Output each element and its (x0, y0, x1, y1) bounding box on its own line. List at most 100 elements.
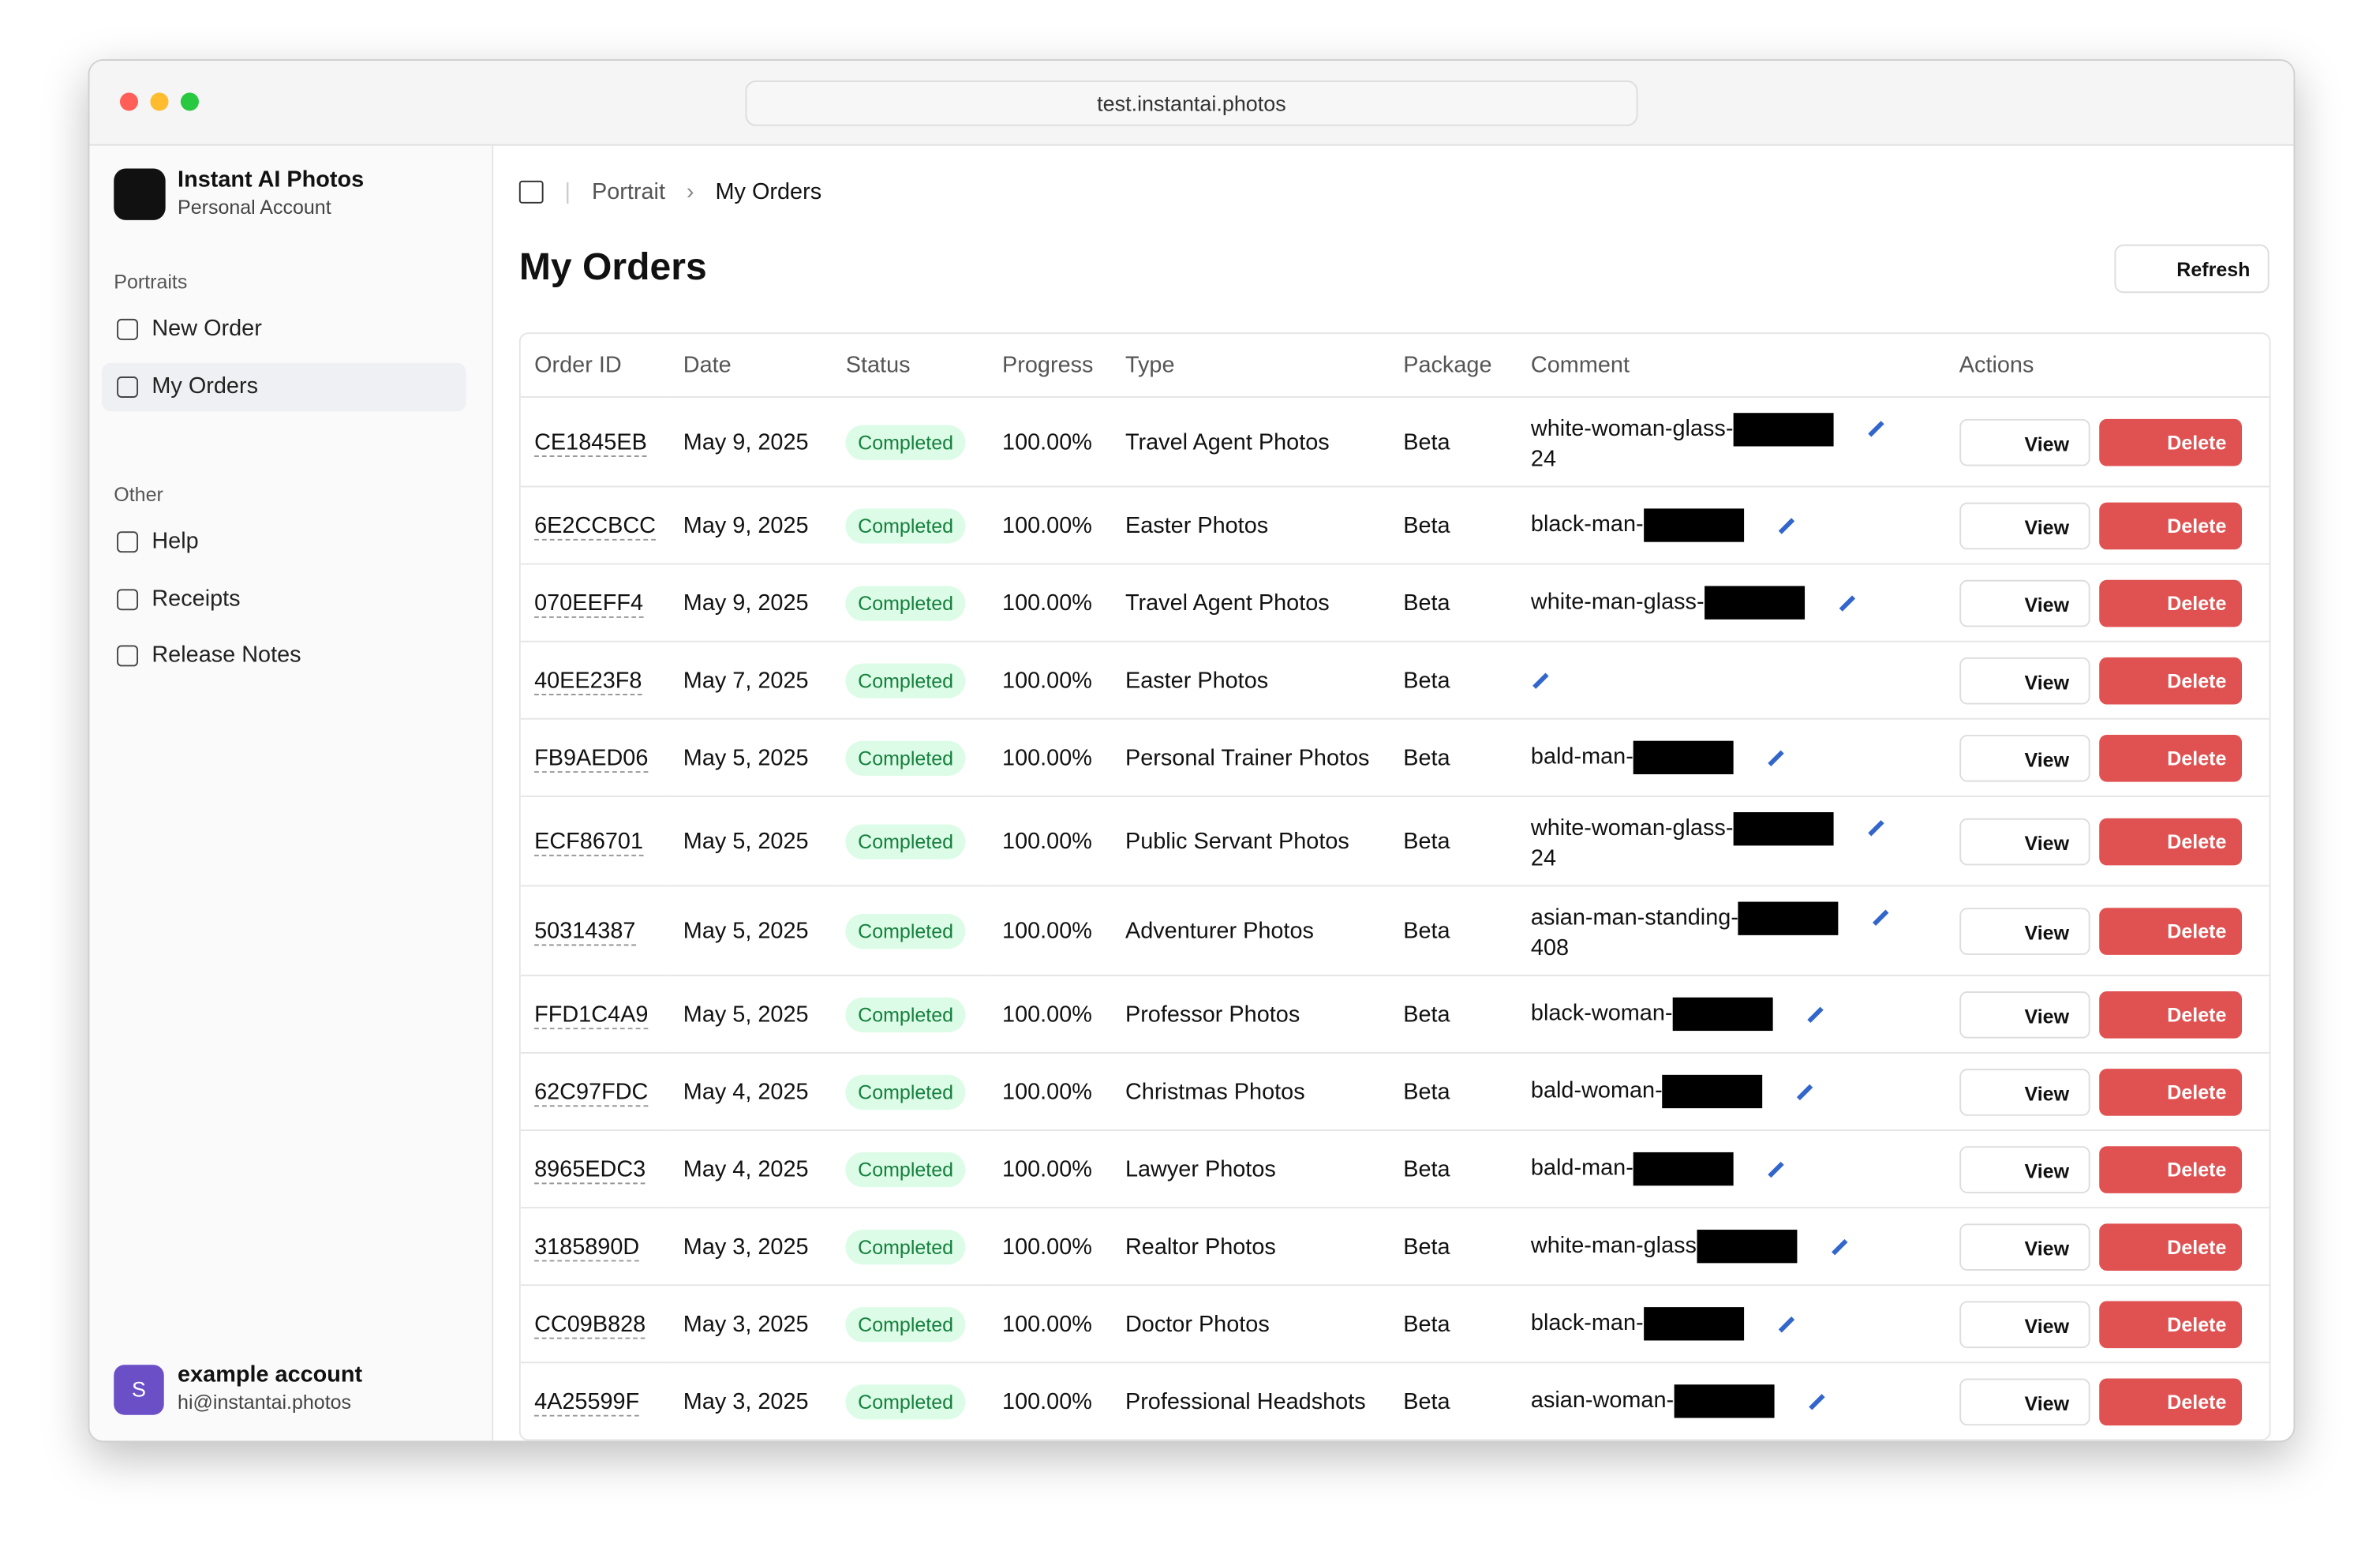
cell: 100.00% (988, 396, 1112, 487)
column-header: Status (845, 352, 911, 378)
cell: 3185890D (520, 1207, 670, 1286)
cell: CC09B828 (520, 1284, 670, 1363)
nav-item[interactable]: Release Notes (102, 631, 466, 680)
delete-button[interactable]: Delete (2098, 501, 2242, 549)
order-id[interactable]: ECF86701 (534, 828, 644, 856)
order-id[interactable]: CC09B828 (534, 1310, 646, 1339)
delete-button[interactable]: Delete (2098, 1377, 2242, 1425)
type: Easter Photos (1125, 667, 1269, 694)
cell: Completed (832, 974, 989, 1053)
view-button[interactable]: View (1959, 579, 2090, 627)
view-button[interactable]: View (1959, 1300, 2090, 1348)
view-button[interactable]: View (1959, 1223, 2090, 1271)
edit-comment[interactable] (1532, 672, 1548, 689)
minimize[interactable] (150, 92, 169, 111)
column-header: Package (1403, 352, 1492, 378)
status-badge: Completed (845, 823, 966, 859)
edit-comment[interactable] (1831, 1238, 1848, 1255)
nav-icon (117, 376, 139, 397)
order-id[interactable]: FB9AED06 (534, 744, 649, 773)
edit-comment[interactable] (1868, 820, 1884, 837)
delete-button[interactable]: Delete (2098, 817, 2242, 865)
nav-item[interactable]: My Orders (101, 361, 466, 411)
edit-comment[interactable] (1778, 517, 1794, 534)
order-id[interactable]: FFD1C4A9 (534, 1001, 649, 1029)
cell: May 3, 2025 (669, 1207, 833, 1286)
view-button[interactable]: View (1959, 991, 2090, 1038)
delete-button[interactable]: Delete (2098, 579, 2242, 627)
cell: black-man- (1517, 485, 1946, 564)
order-id[interactable]: 4A25599F (534, 1388, 640, 1416)
delete-button[interactable]: Delete (2098, 991, 2242, 1038)
view-button[interactable]: View (1959, 1377, 2090, 1425)
edit-comment[interactable] (1807, 1006, 1824, 1023)
cell: Beta (1389, 396, 1517, 487)
avatar: S (114, 1365, 164, 1415)
view-button[interactable]: View (1959, 1145, 2090, 1193)
edit-comment[interactable] (1873, 909, 1889, 926)
cell: Beta (1389, 1129, 1517, 1208)
cell: white-man-glass- (1517, 563, 1946, 642)
delete-button[interactable]: Delete (2098, 734, 2242, 781)
view-button[interactable]: View (1959, 907, 2090, 954)
view-button[interactable]: View (1959, 1068, 2090, 1115)
zoom[interactable] (180, 92, 199, 111)
comment: bald-man- (1530, 1155, 1633, 1182)
delete-button[interactable]: Delete (2098, 1223, 2242, 1271)
order-id[interactable]: 8965EDC3 (534, 1155, 646, 1184)
delete-button[interactable]: Delete (2098, 1145, 2242, 1193)
view-button[interactable]: View (1959, 734, 2090, 781)
order-id[interactable]: 6E2CCBCC (534, 512, 657, 540)
status-badge: Completed (845, 1384, 966, 1419)
edit-comment[interactable] (1768, 749, 1784, 766)
cell: 40EE23F8 (520, 640, 670, 719)
edit-comment[interactable] (1808, 1393, 1825, 1410)
order-id[interactable]: 50314387 (534, 917, 636, 946)
nav-icon (117, 645, 139, 667)
nav-item[interactable]: Help (102, 518, 466, 567)
package: Beta (1403, 1388, 1450, 1414)
delete-button[interactable]: Delete (2098, 1068, 2242, 1115)
cell: May 3, 2025 (669, 1284, 833, 1363)
delete-button[interactable]: Delete (2098, 656, 2242, 704)
view-button[interactable]: View (1959, 817, 2090, 865)
order-id[interactable]: CE1845EB (534, 429, 647, 457)
comment: white-man-glass- (1530, 589, 1705, 615)
order-id[interactable]: 3185890D (534, 1233, 640, 1261)
cell: bald-man- (1517, 1129, 1946, 1208)
view-button[interactable]: View (1959, 418, 2090, 466)
comment: bald-woman- (1530, 1077, 1663, 1104)
sidebar-toggle[interactable] (518, 180, 544, 204)
edit-comment[interactable] (1839, 594, 1855, 611)
order-id[interactable]: 40EE23F8 (534, 667, 642, 695)
cell: 6E2CCBCC (520, 485, 670, 564)
order-row: 50314387 May 5, 2025 Completed 100.00% Adven… (520, 885, 2270, 976)
cell: Beta (1389, 1361, 1517, 1440)
nav-item[interactable]: Receipts (102, 575, 466, 624)
refresh-button[interactable]: Refresh (2114, 244, 2270, 294)
view-button[interactable]: View (1959, 501, 2090, 549)
crumb[interactable]: Portrait (591, 178, 666, 205)
order-row: 4A25599F May 3, 2025 Completed 100.00% Profe… (520, 1361, 2270, 1440)
close[interactable] (119, 92, 139, 111)
edit-comment[interactable] (1778, 1316, 1794, 1332)
status-badge: Completed (845, 1229, 966, 1264)
delete-button[interactable]: Delete (2098, 418, 2242, 466)
cell: View Delete (1945, 1361, 2270, 1440)
cell: Completed (832, 485, 989, 564)
order-id[interactable]: 62C97FDC (534, 1078, 649, 1107)
order-id[interactable]: 070EEFF4 (534, 590, 644, 617)
section-title: Portraits (114, 270, 188, 294)
edit-comment[interactable] (1868, 421, 1884, 437)
cell: Completed (832, 396, 989, 487)
delete-button[interactable]: Delete (2098, 907, 2242, 954)
cell (1517, 640, 1946, 719)
edit-comment[interactable] (1768, 1160, 1784, 1178)
status-badge: Completed (845, 996, 966, 1032)
nav-item[interactable]: New Order (102, 305, 466, 354)
user-menu[interactable]: S example account hi@instantai.photos (114, 1361, 478, 1416)
address-bar[interactable]: test.instantai.photos (745, 80, 1638, 126)
edit-comment[interactable] (1797, 1083, 1813, 1100)
view-button[interactable]: View (1959, 656, 2090, 704)
delete-button[interactable]: Delete (2098, 1300, 2242, 1348)
